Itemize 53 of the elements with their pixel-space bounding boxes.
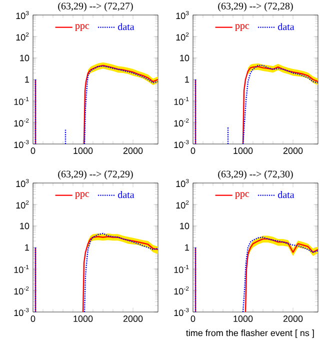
y-tick-label: 10$^{3}$ bbox=[16, 10, 29, 20]
chart-title: (63,29) --> (72,29) bbox=[58, 170, 133, 180]
y-tick-label: 10$^{2}$ bbox=[176, 200, 189, 209]
legend-label: ppc bbox=[75, 24, 90, 32]
legend-label: data bbox=[118, 23, 134, 30]
x-tick-label: 2000 bbox=[123, 148, 143, 154]
x-tick-label: 1000 bbox=[234, 148, 253, 154]
x-tick-label: 1000 bbox=[234, 316, 253, 322]
y-tick-label: 10 bbox=[180, 222, 190, 230]
y-tick-label: 10$^{3}$ bbox=[176, 178, 189, 188]
x-tick-label: 2000 bbox=[283, 148, 303, 154]
y-tick-label: 10$^{-2}$ bbox=[14, 118, 29, 127]
legend-label: ppc bbox=[75, 192, 90, 200]
y-tick-label: 10$^{-1}$ bbox=[14, 96, 29, 106]
y-tick-label: 10 bbox=[180, 54, 190, 62]
y-tick-label: 10$^{-3}$ bbox=[174, 308, 189, 316]
x-tick-label: 0 bbox=[190, 316, 196, 322]
y-tick-label: 10$^{3}$ bbox=[16, 178, 29, 188]
y-tick-label: 1 bbox=[185, 76, 190, 83]
y-tick-label: 10$^{-2}$ bbox=[14, 286, 29, 295]
y-tick-label: 10$^{-3}$ bbox=[14, 140, 29, 148]
chart-title: (63,29) --> (72,30) bbox=[218, 170, 293, 180]
y-tick-label: 10$^{-1}$ bbox=[174, 264, 189, 274]
y-tick-label: 10 bbox=[20, 222, 30, 230]
x-tick-label: 2000 bbox=[123, 316, 143, 322]
x-tick-label: 1000 bbox=[74, 316, 93, 322]
y-tick-label: 10$^{-2}$ bbox=[174, 118, 189, 127]
y-tick-label: 10$^{2}$ bbox=[16, 32, 29, 41]
y-tick-label: 10 bbox=[20, 54, 30, 62]
legend-label: ppc bbox=[235, 24, 250, 32]
y-tick-label: 10$^{-3}$ bbox=[14, 308, 29, 316]
y-tick-label: 1 bbox=[25, 76, 30, 83]
y-tick-label: 10$^{-2}$ bbox=[174, 286, 189, 295]
x-tick-label: 0 bbox=[30, 316, 36, 322]
legend-label: data bbox=[278, 191, 294, 198]
y-tick-label: 10$^{-1}$ bbox=[14, 264, 29, 274]
x-tick-label: 1000 bbox=[74, 148, 93, 154]
legend-label: ppc bbox=[235, 192, 250, 200]
y-tick-label: 1 bbox=[25, 244, 30, 251]
y-tick-label: 10$^{2}$ bbox=[176, 32, 189, 41]
x-tick-label: 0 bbox=[190, 148, 196, 154]
y-tick-label: 10$^{3}$ bbox=[176, 10, 189, 20]
chart-title: (63,29) --> (72,27) bbox=[58, 2, 133, 12]
x-axis-title: time from the flasher event [ ns ] bbox=[186, 330, 314, 338]
y-tick-label: 1 bbox=[185, 244, 190, 251]
y-tick-label: 10$^{-1}$ bbox=[174, 96, 189, 106]
chart-title: (63,29) --> (72,28) bbox=[218, 2, 293, 12]
x-tick-label: 2000 bbox=[283, 316, 303, 322]
y-tick-label: 10$^{-3}$ bbox=[174, 140, 189, 148]
y-tick-label: 10$^{2}$ bbox=[16, 200, 29, 209]
x-tick-label: 0 bbox=[30, 148, 36, 154]
legend-label: data bbox=[118, 191, 134, 198]
legend-label: data bbox=[278, 23, 294, 30]
